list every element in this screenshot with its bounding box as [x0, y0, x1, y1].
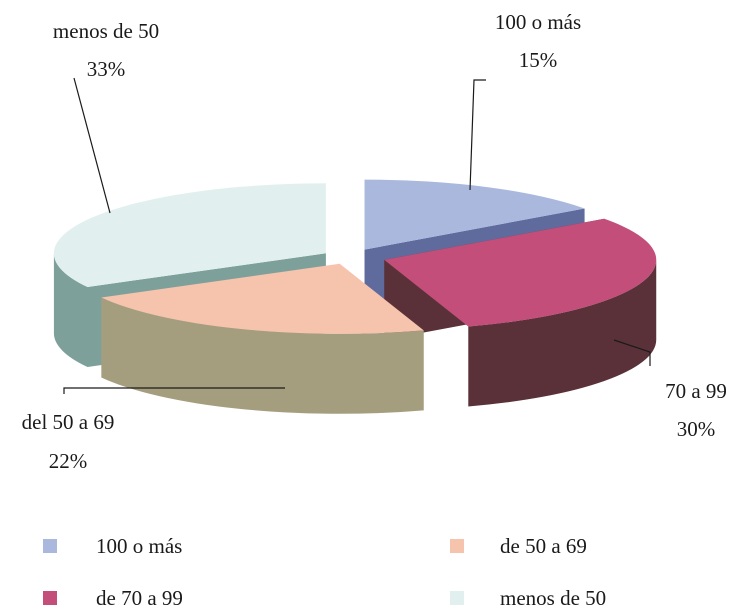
data-label-pct-menos-de-50: 33% [87, 57, 126, 81]
legend-label-100-o-mas: 100 o más [96, 534, 182, 558]
legend-swatch-100-o-mas [43, 539, 57, 553]
pie-slice-100-o-mas [364, 179, 585, 250]
pie-tops-group [53, 179, 657, 334]
pie-slice-menos-de-50 [53, 183, 326, 288]
data-label-name-70-a-99: 70 a 99 [665, 379, 727, 403]
leader-line-del-50-a-69 [63, 387, 285, 394]
legend-label-menos-de-50: menos de 50 [500, 586, 606, 610]
pie-slice-side-del-50-a-69 [101, 297, 424, 414]
data-label-name-del-50-a-69: del 50 a 69 [22, 410, 115, 434]
leader-line-100-o-mas [469, 79, 486, 191]
legend-label-de-70-a-99: de 70 a 99 [96, 586, 183, 610]
data-label-name-menos-de-50: menos de 50 [53, 19, 159, 43]
legend-swatch-de-50-a-69 [450, 539, 464, 553]
legend-label-de-50-a-69: de 50 a 69 [500, 534, 587, 558]
leader-line-menos-de-50 [73, 77, 111, 214]
data-label-pct-70-a-99: 30% [677, 417, 716, 441]
pie-slice-del-50-a-69 [101, 263, 424, 334]
data-label-pct-del-50-a-69: 22% [49, 449, 88, 473]
data-label-pct-100-o-mas: 15% [519, 48, 558, 72]
pie-slice-70-a-99 [384, 218, 657, 327]
data-label-name-100-o-mas: 100 o más [495, 10, 581, 34]
legend-swatch-menos-de-50 [450, 591, 464, 605]
legend-swatch-de-70-a-99 [43, 591, 57, 605]
leader-line-70-a-99 [613, 339, 651, 366]
legend: 100 o más de 50 a 69 de 70 a 99 menos de… [43, 534, 606, 610]
